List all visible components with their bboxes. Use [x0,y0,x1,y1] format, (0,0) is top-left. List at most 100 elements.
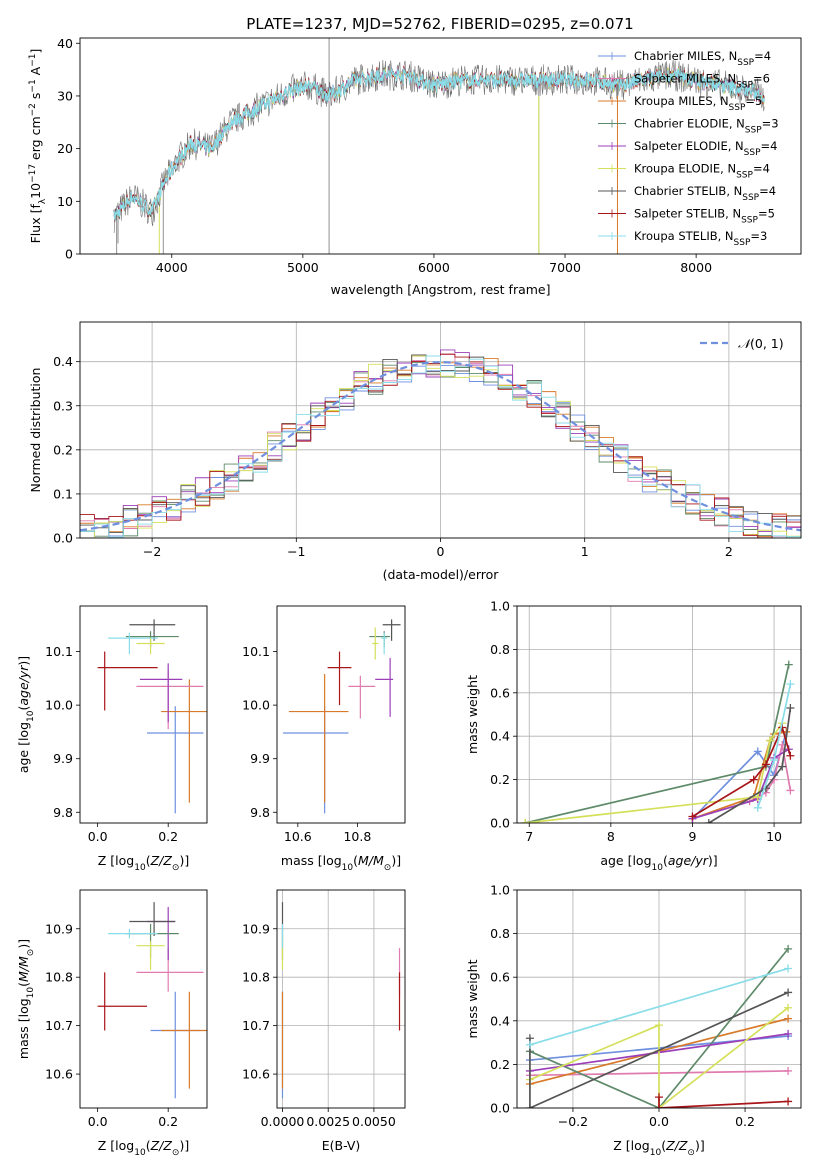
x-tick-label: 0 [437,544,445,559]
weight-series-line [529,967,789,1046]
y-tick-label: 0.2 [53,442,73,457]
y-tick-label: 0.8 [490,642,510,657]
x-axis-label: Z [log10(Z/Z⊙)] [98,1138,189,1158]
legend-entry: 𝒩(0, 1) [738,336,784,351]
weight-point-marker [770,756,779,765]
axes-frame [276,605,406,824]
y-tick-label: 0.4 [53,354,73,369]
x-tick-label: 10.8 [343,829,371,844]
weight-series-line [529,991,789,1108]
y-tick-label: 10.0 [45,698,73,713]
weight-point-marker [784,660,793,669]
legend-entry: Salpeter ELODIE, NSSP=4 [634,139,777,158]
y-tick-label: 10.9 [242,921,270,936]
mass-vs-EBV-axes: 0.0000 0.0025 0.0050 10.6 10.7 10.8 10.9 E(B-V) [242,889,406,1153]
x-tick-label: 7 [525,829,533,844]
weight-point-marker [753,792,762,801]
y-tick-label: 0.4 [490,729,510,744]
weight-point-marker [786,786,795,795]
x-axis-label: Z [log10(Z/Z⊙)] [613,1138,704,1158]
x-tick-label: 0.0 [88,1114,108,1129]
legend-entry: Salpeter STELIB, NSSP=5 [634,207,775,226]
weight-point-marker [784,988,793,997]
y-tick-label: 10.8 [45,970,73,985]
x-tick-label: −1 [287,544,305,559]
y-tick-label: 9.9 [250,751,270,766]
legend-entry: Kroupa ELODIE, NSSP=4 [634,162,770,181]
x-axis-label: (data-model)/error [383,567,500,582]
x-tick-label: 0.0000 [261,1114,305,1129]
x-tick-label: 10.6 [284,829,312,844]
weight-series-line [658,1097,789,1108]
weight-point-marker [784,1003,793,1012]
weight-point-marker [786,751,795,760]
legend-entry: Chabrier STELIB, NSSP=4 [634,184,776,203]
x-tick-label: 0.0 [649,1114,669,1129]
x-tick-label: 8 [607,829,615,844]
legend-entry: Chabrier ELODIE, NSSP=3 [634,117,779,136]
y-tick-label: 0.6 [490,685,510,700]
weight-vs-Z-axes: −0.2 0.0 0.2 0.0 0.2 0.4 0.6 0.8 1.0 Z [log10(Z/Z… [465,883,802,1158]
x-tick-label: 2 [725,544,733,559]
weight-point-marker [753,747,762,756]
x-tick-label: 0.0050 [352,1114,396,1129]
x-axis-label: E(B-V) [322,1138,361,1153]
x-tick-label: 8000 [680,260,712,275]
y-tick-label: 1.0 [490,599,510,614]
axes-frame [79,321,802,539]
y-tick-label: 9.8 [53,805,73,820]
legend-entry: Salpeter MILES, NSSP=6 [634,72,770,91]
plot-area [517,606,801,823]
x-tick-label: 0.0 [88,829,108,844]
x-axis-label: age [log10(age/yr)] [600,853,717,873]
y-tick-label: 0.8 [490,926,510,941]
age-vs-mass-axes: 10.6 10.8 9.8 9.9 10.0 10.1 mass [log10(M/M⊙)] [242,605,406,873]
y-tick-label: 10.6 [242,1067,270,1082]
x-tick-label: 4000 [156,260,188,275]
y-tick-label: 9.9 [53,751,73,766]
y-tick-label: 10.6 [45,1067,73,1082]
plot-area [113,38,765,254]
axes-layer: 4000 5000 6000 7000 8000010203040wavelength … [16,36,802,1158]
plot-area [97,619,207,814]
axes-frame [276,889,406,1109]
weight-point-marker [704,819,713,823]
weight-point-marker [778,762,787,771]
y-tick-label: 0.0 [490,816,510,831]
x-tick-label: 7000 [549,260,581,275]
weight-point-marker [786,680,795,689]
axes-frame [516,889,802,1109]
weight-vs-age-axes: 7 8 9 10 0.0 0.2 0.4 0.6 0.8 1.0 age [log10(age/yr… [465,599,802,873]
y-tick-label: 0.6 [490,970,510,985]
weight-series-line [529,1007,789,1108]
weight-series-line [529,948,789,1108]
x-tick-label: 1 [581,544,589,559]
weight-point-marker [521,819,530,823]
y-tick-label: 0.3 [53,398,73,413]
legend-entry: Chabrier MILES, NSSP=4 [634,49,771,68]
x-tick-label: 0.2 [158,1114,178,1129]
weight-point-marker [655,1104,663,1108]
y-tick-label: 0.0 [53,531,73,546]
y-axis-label: age [log10(age/yr)] [16,656,36,773]
y-axis-label: Normed distribution [28,368,43,493]
x-axis-label: Z [log10(Z/Z⊙)] [98,853,189,873]
weight-point-marker [784,1097,793,1106]
axes-frame [516,605,802,824]
weight-point-marker [525,1104,534,1108]
y-tick-label: 0.4 [490,1013,510,1028]
weight-point-marker [688,812,697,821]
x-tick-label: 0.2 [735,1114,755,1129]
y-tick-label: 10.1 [45,644,73,659]
y-axis-label: mass weight [465,959,480,1038]
y-axis-label: mass weight [465,675,480,754]
residual-axes: −2 −1 0 1 2 0.0 0.1 0.2 0.3 0.4 (data-model)/error… [28,321,802,582]
y-tick-label: 20 [57,141,73,156]
gaussian-curve [80,361,801,532]
axes-frame [79,605,208,824]
weight-point-marker [784,1014,793,1023]
y-tick-label: 0.0 [490,1101,510,1116]
model-line [113,68,765,221]
x-tick-label: 10 [766,829,782,844]
